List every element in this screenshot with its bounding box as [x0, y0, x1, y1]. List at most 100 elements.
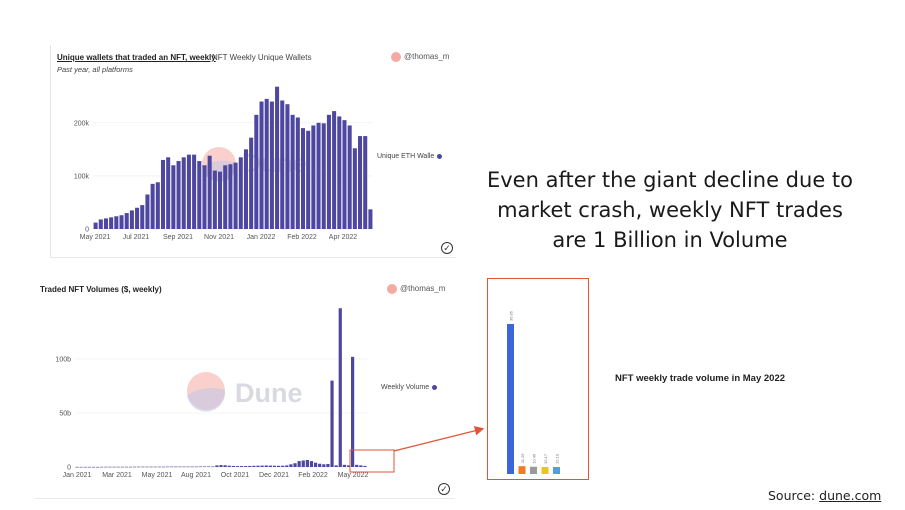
bar[interactable] [202, 165, 207, 229]
bar[interactable] [280, 100, 285, 229]
bar[interactable] [160, 159, 166, 229]
bar[interactable] [109, 217, 114, 229]
bar[interactable] [155, 182, 160, 229]
bar[interactable] [352, 148, 357, 229]
bar[interactable] [363, 136, 368, 229]
bar[interactable] [223, 165, 228, 229]
bar[interactable] [239, 466, 244, 467]
bar[interactable] [337, 116, 342, 229]
bar[interactable] [342, 464, 346, 467]
bar[interactable] [116, 466, 120, 468]
legend-item[interactable]: Unique ETH Walle [377, 153, 443, 160]
bar[interactable] [309, 461, 314, 467]
bar[interactable] [197, 161, 202, 229]
bar[interactable] [176, 161, 181, 229]
bar[interactable] [264, 465, 268, 467]
bar[interactable] [231, 465, 235, 467]
bar[interactable] [75, 466, 79, 468]
bar[interactable] [202, 466, 207, 468]
bar[interactable] [363, 465, 367, 467]
bar[interactable] [293, 463, 297, 467]
bar[interactable] [260, 465, 264, 467]
bar[interactable] [219, 465, 223, 467]
bar[interactable] [207, 155, 212, 229]
bar[interactable] [318, 463, 322, 467]
bar[interactable] [181, 157, 186, 229]
bar[interactable] [178, 466, 182, 468]
bar[interactable] [264, 98, 269, 230]
bar[interactable] [259, 101, 264, 229]
bar[interactable] [346, 465, 351, 467]
bar[interactable] [347, 125, 352, 229]
bar[interactable] [218, 171, 223, 229]
chart-title[interactable]: Unique wallets that traded an NFT, weekl… [57, 53, 216, 62]
author-badge[interactable]: @thomas_m [391, 52, 449, 62]
bar[interactable] [351, 356, 355, 467]
bar[interactable] [182, 466, 186, 468]
bar[interactable] [103, 218, 108, 229]
bar[interactable] [153, 466, 157, 468]
bar[interactable] [108, 466, 112, 468]
bar[interactable] [171, 165, 176, 229]
bar[interactable] [290, 114, 295, 229]
bar[interactable] [190, 466, 194, 468]
bar[interactable] [275, 86, 280, 229]
author-badge[interactable]: @thomas_m [387, 284, 445, 294]
bar[interactable] [507, 324, 514, 474]
bar[interactable] [120, 466, 124, 468]
bar[interactable] [211, 466, 215, 468]
bar[interactable] [98, 219, 103, 229]
bar[interactable] [330, 380, 334, 467]
bar[interactable] [334, 465, 338, 467]
bar[interactable] [124, 466, 129, 468]
bar[interactable] [272, 465, 277, 467]
bar[interactable] [212, 170, 217, 229]
bar[interactable] [192, 154, 197, 229]
bar[interactable] [141, 466, 145, 468]
bar[interactable] [311, 125, 316, 229]
bar[interactable] [252, 465, 256, 467]
bar[interactable] [285, 465, 289, 467]
bar[interactable] [150, 183, 155, 229]
bar[interactable] [119, 215, 124, 229]
bar[interactable] [358, 136, 363, 229]
bar[interactable] [518, 466, 526, 474]
bar[interactable] [100, 466, 104, 468]
bar[interactable] [83, 466, 87, 468]
bar[interactable] [289, 464, 293, 467]
bar[interactable] [313, 462, 318, 467]
bar[interactable] [235, 466, 240, 467]
bar[interactable] [306, 130, 311, 229]
bar[interactable] [87, 466, 91, 468]
bar[interactable] [285, 104, 290, 229]
bar[interactable] [186, 154, 191, 229]
bar[interactable] [114, 216, 119, 229]
bar[interactable] [368, 209, 373, 229]
bar[interactable] [104, 466, 108, 468]
bar[interactable] [301, 460, 305, 467]
bar[interactable] [93, 222, 98, 229]
bar[interactable] [305, 459, 309, 467]
bar[interactable] [269, 101, 274, 229]
bar[interactable] [268, 465, 272, 467]
bar[interactable] [124, 213, 129, 229]
bar[interactable] [194, 466, 198, 468]
bar[interactable] [244, 466, 248, 467]
bar[interactable] [541, 466, 549, 474]
bar[interactable] [149, 466, 153, 468]
bar[interactable] [129, 210, 134, 229]
bar[interactable] [186, 466, 190, 468]
bar[interactable] [297, 461, 301, 467]
bar[interactable] [96, 466, 100, 468]
bar[interactable] [161, 466, 166, 468]
bar[interactable] [79, 466, 83, 468]
bar[interactable] [254, 114, 259, 229]
bar[interactable] [157, 466, 161, 468]
bar[interactable] [198, 466, 203, 468]
bar[interactable] [321, 123, 326, 229]
bar[interactable] [174, 466, 178, 468]
bar[interactable] [133, 466, 137, 468]
bar[interactable] [227, 465, 231, 467]
bar[interactable] [256, 465, 260, 467]
bar[interactable] [338, 308, 342, 467]
